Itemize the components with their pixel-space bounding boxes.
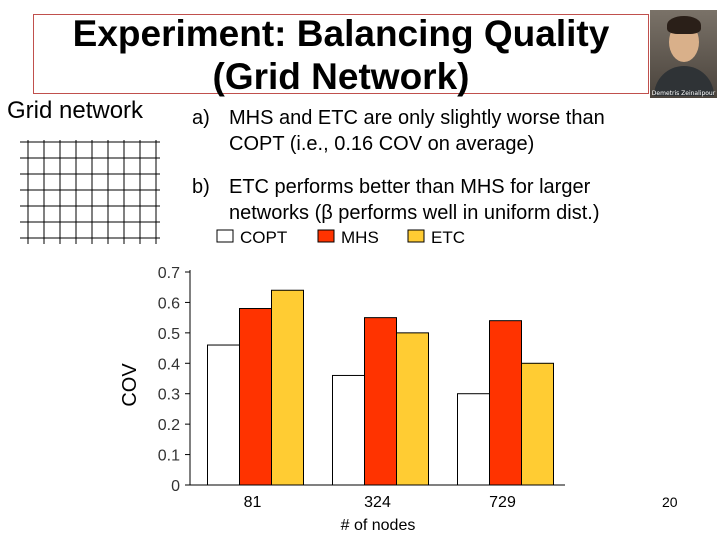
x-axis-label: # of nodes [341,517,416,534]
y-tick-label: 0 [171,478,180,495]
legend-label-copt: COPT [240,228,287,247]
bar-mhs-729 [489,320,522,486]
title-box [33,14,649,94]
y-tick-label: 0.2 [158,417,180,434]
legend-label-etc: ETC [431,228,465,247]
title-line-2: (Grid Network) [212,56,470,97]
legend-swatch-mhs [317,229,335,243]
y-tick-label: 0.5 [158,326,180,343]
photo-hair [667,16,701,34]
photo-caption: Demetris Zeinalipour [651,90,716,97]
bar-etc-81 [271,289,304,486]
bullet-b-marker: b) [192,176,210,198]
x-tick-label: 81 [244,494,262,511]
bullet-b-line-2: networks (β performs well in uniform dis… [229,202,600,224]
bar-etc-729 [521,362,554,486]
bar-copt-729 [457,393,490,486]
title-line-1: Experiment: Balancing Quality [72,13,610,54]
y-tick-label: 0.3 [158,387,180,404]
y-tick-label: 0.1 [158,448,180,465]
bar-copt-81 [207,344,240,486]
x-tick-label: 729 [489,494,516,511]
legend-label-mhs: MHS [341,228,379,247]
legend-swatch-etc [407,229,425,243]
y-tick-label: 0.4 [158,356,180,373]
y-tick-label: 0.6 [158,295,180,312]
legend-swatch-copt [216,229,234,243]
presenter-photo: Demetris Zeinalipour [650,10,717,98]
bullet-a-line-2: COPT (i.e., 0.16 COV on average) [229,133,535,155]
bullet-a-line-1: MHS and ETC are only slightly worse than [229,107,605,129]
slide-number: 20 [662,494,678,510]
y-tick-label: 0.7 [158,265,180,282]
bar-copt-324 [332,374,365,486]
grid-network-label: Grid network [7,97,144,124]
bullet-a-marker: a) [192,107,210,129]
grid-network-icon [20,140,160,244]
bullet-b-line-1: ETC performs better than MHS for larger [229,176,591,198]
bar-mhs-324 [364,317,397,486]
slide-title: Experiment: Balancing Quality (Grid Netw… [33,12,649,98]
bar-etc-324 [396,332,429,486]
y-axis-label: COV [119,363,141,407]
bar-mhs-81 [239,308,272,486]
x-tick-label: 324 [364,494,391,511]
